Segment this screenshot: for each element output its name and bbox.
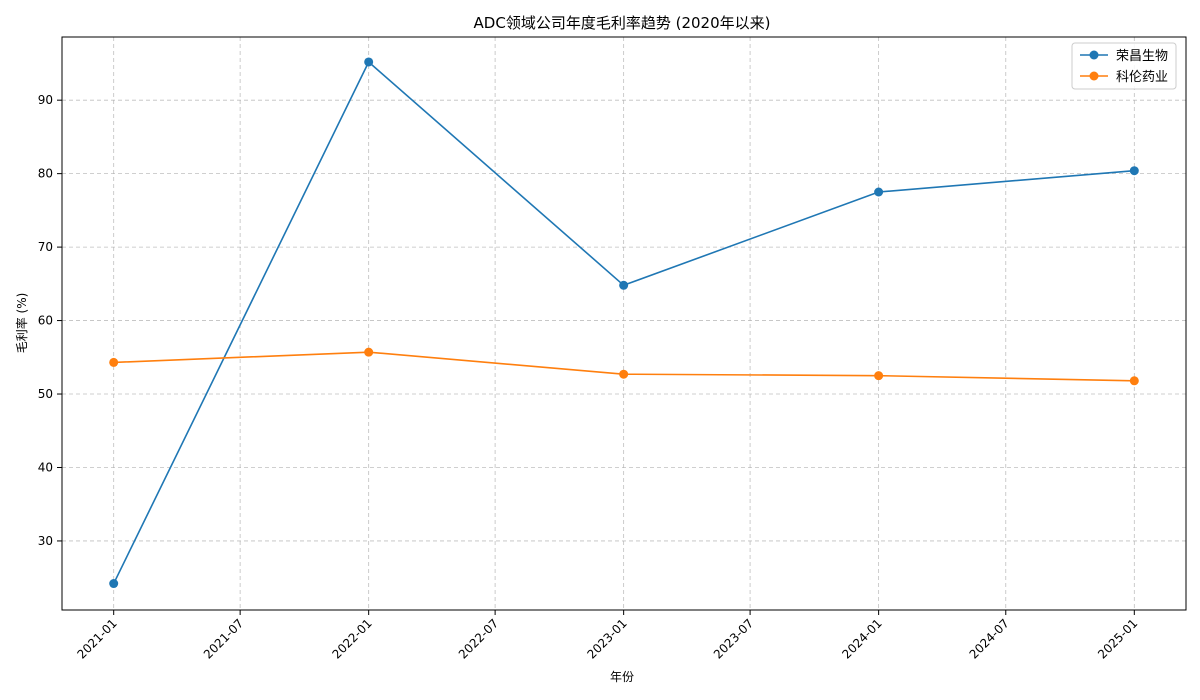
x-axis: 2021-01 2021-07 2022-01 2022-07 2023-01 2023-…	[74, 610, 1140, 662]
data-point	[1129, 376, 1139, 386]
data-point	[874, 187, 884, 197]
x-axis-label: 年份	[610, 670, 634, 684]
x-tick-label: 2021-01	[74, 616, 119, 661]
data-point	[874, 371, 884, 381]
x-tick-label: 2024-01	[839, 616, 884, 661]
x-tick-label: 2023-07	[711, 616, 756, 661]
y-tick-label: 60	[38, 314, 53, 328]
legend-label: 荣昌生物	[1116, 49, 1168, 64]
x-tick-label: 2025-01	[1095, 616, 1140, 661]
data-point	[619, 369, 629, 379]
data-point	[109, 579, 119, 589]
data-point	[619, 280, 629, 290]
x-tick-label: 2022-07	[456, 616, 501, 661]
legend-label: 科伦药业	[1116, 70, 1168, 85]
series-line	[112, 61, 1135, 584]
y-tick-label: 80	[38, 167, 53, 181]
legend-marker	[1089, 50, 1099, 60]
y-axis-label: 毛利率 (%)	[14, 293, 29, 354]
y-tick-label: 90	[38, 93, 53, 107]
legend-marker	[1089, 71, 1099, 81]
series-1	[109, 347, 1139, 386]
data-point	[364, 57, 374, 67]
x-tick-label: 2022-01	[329, 616, 374, 661]
y-tick-label: 50	[38, 387, 53, 401]
y-tick-label: 30	[38, 534, 53, 548]
y-tick-label: 70	[38, 240, 53, 254]
x-tick-label: 2023-01	[584, 616, 629, 661]
series-0	[109, 57, 1139, 589]
y-tick-label: 40	[38, 460, 53, 474]
legend-item: 荣昌生物	[1080, 49, 1168, 64]
chart-title: ADC领域公司年度毛利率趋势 (2020年以来)	[474, 14, 771, 32]
series-layer	[109, 57, 1139, 589]
legend-item: 科伦药业	[1080, 70, 1168, 85]
y-axis: 30 40 50 60 70 80 90	[38, 93, 62, 548]
x-tick-label: 2021-07	[201, 616, 246, 661]
data-point	[109, 357, 119, 367]
x-tick-label: 2024-07	[967, 616, 1012, 661]
grid-layer	[62, 37, 1186, 610]
data-point	[364, 347, 374, 357]
data-point	[1129, 166, 1139, 176]
